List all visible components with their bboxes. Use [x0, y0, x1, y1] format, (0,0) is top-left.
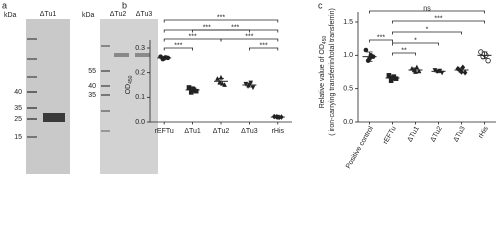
- significance-label: ***: [245, 33, 253, 40]
- significance-bracket: [392, 31, 462, 35]
- lane-label: ΔTu3: [136, 11, 153, 18]
- gel-unit: kDa: [4, 12, 17, 19]
- significance-bracket: [163, 47, 193, 51]
- marker-label: 35: [14, 105, 22, 112]
- gel-left: [26, 19, 70, 174]
- significance-bracket: [249, 47, 279, 51]
- significance-label: ***: [203, 24, 211, 31]
- data-point: [222, 82, 227, 87]
- data-point: [409, 65, 415, 71]
- significance-bracket: [392, 52, 416, 56]
- y-tick-label: 1.5: [343, 19, 353, 26]
- marker-label: 35: [88, 92, 96, 99]
- data-point: [215, 76, 220, 81]
- data-point: [416, 68, 422, 74]
- gel-right: [100, 19, 158, 174]
- figure: a b c kDa ΔTu1 40 35 25 15 kDa ΔTu2 ΔTu3…: [2, 0, 496, 174]
- y-axis-label: OD450: [125, 75, 134, 94]
- data-point: [439, 70, 445, 76]
- y-label-sub: 450: [322, 36, 328, 45]
- data-point: [388, 78, 394, 83]
- marker-label: 40: [14, 89, 22, 96]
- x-tick-label: ΔTu3: [453, 125, 467, 143]
- significance-label: *: [426, 26, 429, 33]
- y-tick-label: 0.5: [343, 86, 353, 93]
- significance-bracket: [220, 38, 279, 42]
- y-axis-label-2: ( iron-carrying transferrin/total transf…: [329, 8, 336, 136]
- significance-label: ***: [377, 34, 385, 41]
- significance-bracket: [392, 20, 485, 24]
- x-tick-label: ΔTu1: [407, 125, 421, 143]
- lane-label: ΔTu2: [110, 11, 127, 18]
- x-tick-label: rHis: [478, 125, 491, 140]
- marker-label: 55: [88, 68, 96, 75]
- y-tick-label: 0.2: [135, 70, 145, 77]
- y-axis-label: Relative value of OD450: [319, 36, 328, 109]
- data-point: [186, 85, 192, 90]
- data-point: [432, 68, 438, 73]
- panel-label: a: [2, 0, 7, 10]
- gel-unit: kDa: [82, 12, 95, 19]
- significance-label: ***: [260, 42, 268, 49]
- significance-label: ***: [434, 15, 442, 22]
- significance-label: ***: [231, 24, 239, 31]
- data-point: [250, 85, 256, 91]
- x-tick-label: rHis: [272, 128, 285, 135]
- y-tick-label: 0.3: [135, 45, 145, 52]
- significance-bracket: [369, 10, 485, 14]
- x-tick-label: ΔTu1: [184, 128, 201, 135]
- significance-label: ***: [174, 42, 182, 49]
- x-tick-label: ΔTu2: [213, 128, 230, 135]
- significance-label: ***: [189, 33, 197, 40]
- lane-label: ΔTu1: [40, 11, 57, 18]
- significance-label: ***: [217, 14, 225, 21]
- data-point: [386, 73, 392, 78]
- marker-label: 25: [14, 116, 22, 123]
- significance-label: *: [414, 37, 417, 44]
- y-label-main: Relative value of OD: [319, 44, 326, 108]
- marker-label: 40: [88, 83, 96, 90]
- data-point: [462, 69, 468, 76]
- panel-label: c: [318, 0, 323, 10]
- y-tick-label: 0.1: [135, 94, 145, 101]
- significance-bracket: [163, 19, 279, 23]
- x-tick-label: ΔTu3: [241, 128, 258, 135]
- y-tick-label: 1.0: [343, 52, 353, 59]
- y-tick-label: 0.0: [343, 119, 353, 126]
- significance-label: **: [401, 47, 407, 54]
- y-label-main: OD: [125, 84, 132, 95]
- significance-bracket: [192, 29, 279, 33]
- marker-label: 15: [14, 134, 22, 141]
- y-label-sub: 450: [128, 75, 134, 84]
- significance-label: ns: [423, 5, 431, 12]
- significance-bracket: [392, 42, 439, 46]
- data-point: [460, 64, 466, 71]
- x-tick-label: Positive control: [345, 125, 375, 170]
- y-tick-label: 0.0: [135, 119, 145, 126]
- x-tick-label: ΔTu2: [430, 125, 444, 143]
- significance-bracket: [369, 39, 393, 43]
- x-tick-label: rEFTu: [382, 125, 398, 145]
- data-point: [363, 47, 369, 53]
- panel-label: b: [122, 0, 127, 10]
- data-point: [485, 57, 491, 64]
- x-tick-label: rEFTu: [155, 128, 174, 135]
